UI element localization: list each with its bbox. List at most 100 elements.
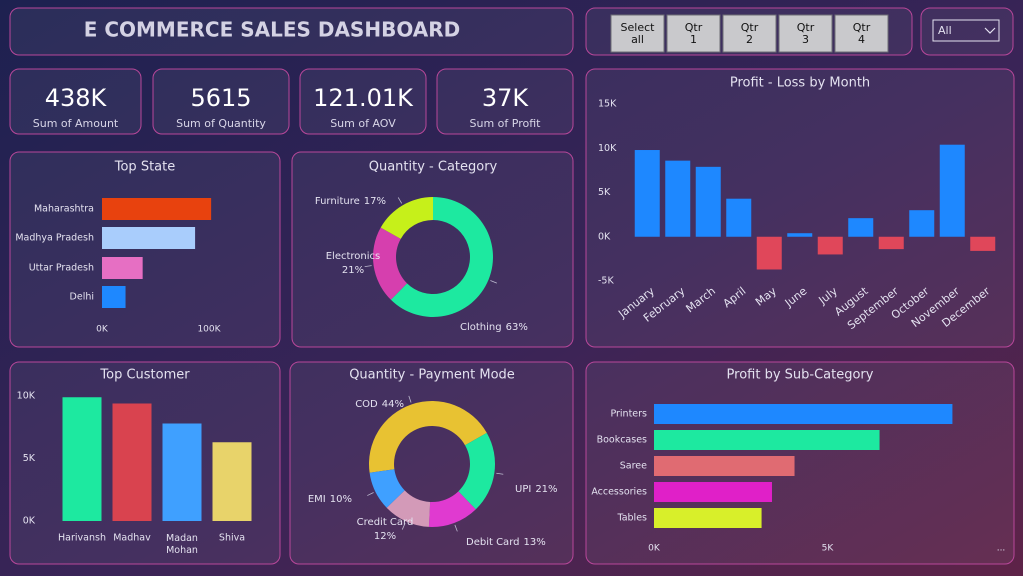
slice-label: UPI 21% bbox=[515, 484, 558, 495]
bar bbox=[112, 403, 152, 521]
slice-category: EMI bbox=[308, 494, 326, 505]
x-tick-label: Madan Mohan bbox=[166, 533, 198, 556]
donut-slice bbox=[380, 197, 433, 239]
slicer-button[interactable] bbox=[834, 14, 889, 53]
y-tick-label: Madhya Pradesh bbox=[15, 233, 94, 244]
chart-panel bbox=[289, 361, 574, 565]
chart-title: Profit by Sub-Category bbox=[727, 368, 874, 383]
bar bbox=[162, 423, 202, 521]
y-tick-label: -5K bbox=[598, 276, 614, 287]
slice-value-label: 63% bbox=[506, 322, 528, 333]
chart-title: Top State bbox=[114, 160, 175, 175]
x-tick-label: 100K bbox=[197, 325, 221, 335]
leader-line bbox=[496, 472, 504, 475]
chart-title: Quantity - Category bbox=[369, 160, 498, 175]
bar bbox=[654, 404, 953, 424]
slice-label: Furniture 17% bbox=[315, 196, 386, 207]
bar bbox=[665, 160, 691, 237]
kpi-panel bbox=[152, 68, 290, 135]
donut-slice bbox=[390, 197, 493, 317]
y-tick-label: 0K bbox=[598, 231, 611, 242]
y-tick-label: Saree bbox=[620, 461, 647, 472]
chart-panel bbox=[585, 68, 1015, 348]
slice-value-label: 21% bbox=[535, 484, 557, 495]
slicer-button-label[interactable]: Select all bbox=[621, 21, 656, 46]
x-tick-label: 0K bbox=[96, 325, 109, 335]
bar bbox=[787, 233, 813, 237]
x-tick-label: 0K bbox=[648, 544, 661, 554]
y-tick-label: 10K bbox=[17, 391, 36, 402]
bar bbox=[654, 456, 795, 476]
dropdown-chevron[interactable] bbox=[984, 27, 996, 34]
slicer-button[interactable] bbox=[610, 14, 665, 53]
y-tick-label: 0K bbox=[23, 516, 36, 527]
bar bbox=[102, 198, 212, 220]
bar bbox=[909, 210, 935, 237]
donut-slice bbox=[458, 432, 496, 510]
bar bbox=[654, 508, 762, 528]
kpi-panel bbox=[299, 68, 427, 135]
x-tick-label: Madhav bbox=[113, 533, 151, 544]
leader-line bbox=[408, 395, 412, 403]
slice-label: COD 44% bbox=[355, 399, 404, 410]
y-tick-label: Maharashtra bbox=[34, 204, 94, 215]
y-tick-label: Uttar Pradesh bbox=[29, 263, 94, 274]
leader-line bbox=[454, 524, 458, 532]
dropdown-value[interactable]: All bbox=[938, 24, 952, 37]
bar bbox=[848, 218, 874, 237]
slice-value-label: 44% bbox=[382, 399, 404, 410]
slice-value-label: 17% bbox=[364, 196, 386, 207]
kpi-label: Sum of AOV bbox=[330, 117, 396, 130]
kpi-value: 121.01K bbox=[313, 84, 414, 112]
donut-slice bbox=[369, 469, 405, 508]
slicer-button-label[interactable]: Qtr 2 bbox=[741, 21, 759, 46]
quarter-slicer: Select all Qtr 1 Qtr 2 Qtr 3 Qtr 4 bbox=[610, 14, 889, 53]
bar bbox=[212, 442, 252, 521]
slice-category: Debit Card bbox=[466, 537, 519, 548]
slice-category: Furniture bbox=[315, 196, 360, 207]
y-tick-label: Printers bbox=[610, 409, 647, 420]
dropdown-box[interactable] bbox=[932, 19, 1000, 42]
kpi-value: 5615 bbox=[190, 84, 251, 112]
slice-category: COD bbox=[355, 399, 378, 410]
slicer-button-label[interactable]: Qtr 3 bbox=[797, 21, 815, 46]
bar bbox=[654, 482, 772, 502]
slice-value-label: 21% bbox=[342, 265, 364, 276]
slicer-button-label[interactable]: Qtr 1 bbox=[685, 21, 703, 46]
y-tick-label: Tables bbox=[616, 513, 647, 524]
slice-category: Credit Card bbox=[357, 517, 414, 528]
kpi-panel bbox=[436, 68, 574, 135]
donut-slice bbox=[372, 227, 408, 300]
kpi-label: Sum of Amount bbox=[33, 117, 119, 130]
kpi-value: 438K bbox=[45, 84, 108, 112]
slice-label: Clothing 63% bbox=[460, 322, 528, 333]
leader-line bbox=[367, 492, 374, 496]
donut-slice bbox=[428, 491, 476, 527]
x-tick-label: Shiva bbox=[219, 533, 245, 544]
slicer-button[interactable] bbox=[778, 14, 833, 53]
leader-line bbox=[364, 265, 372, 268]
slicer-button[interactable] bbox=[722, 14, 777, 53]
y-tick-label: Bookcases bbox=[597, 435, 647, 446]
bar bbox=[970, 236, 996, 251]
slice-category: Electronics bbox=[326, 251, 381, 262]
y-tick-label: Accessories bbox=[591, 487, 647, 498]
kpi-label: Sum of Quantity bbox=[176, 117, 266, 130]
slicer-button-label[interactable]: Qtr 4 bbox=[853, 21, 871, 46]
slice-category: UPI bbox=[515, 484, 531, 495]
y-tick-label: 15K bbox=[598, 99, 617, 110]
kpi-value: 37K bbox=[482, 84, 530, 112]
slice-value-label: 13% bbox=[523, 537, 545, 548]
slicer-button[interactable] bbox=[666, 14, 721, 53]
slice-value-label: 10% bbox=[330, 494, 352, 505]
dashboard-title: E COMMERCE SALES DASHBOARD bbox=[84, 18, 461, 42]
chart-panel bbox=[291, 151, 574, 348]
bar bbox=[756, 236, 782, 270]
chart-title: Quantity - Payment Mode bbox=[349, 368, 515, 383]
bar bbox=[102, 227, 196, 249]
kpi-label: Sum of Profit bbox=[470, 117, 542, 130]
bar bbox=[102, 257, 143, 279]
bar bbox=[878, 236, 904, 250]
bar bbox=[102, 286, 126, 308]
